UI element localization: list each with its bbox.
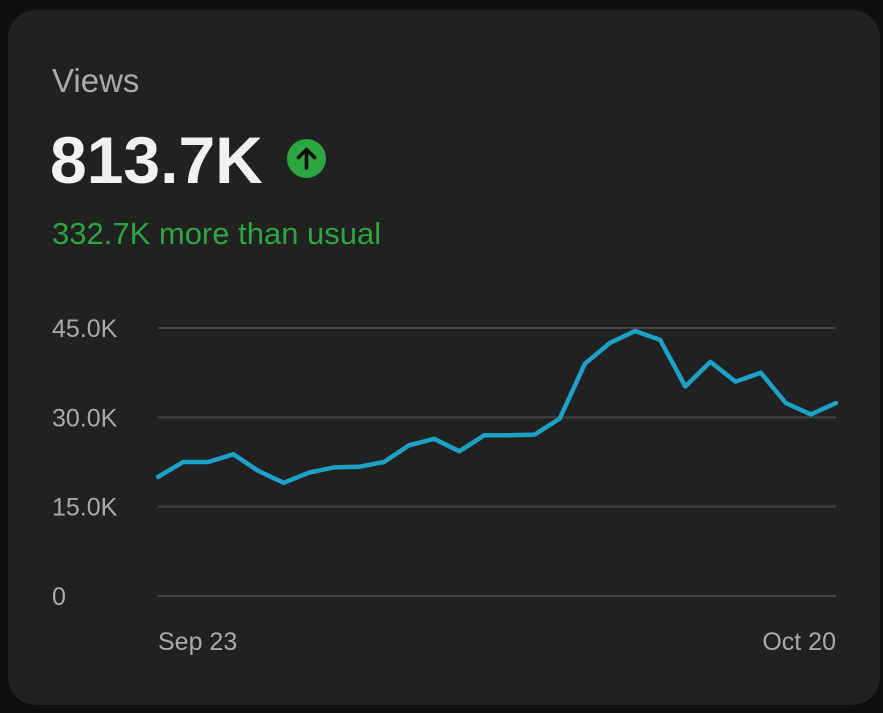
series-line-views — [155, 328, 839, 486]
data-point — [507, 433, 512, 438]
data-point — [683, 384, 688, 389]
data-point — [206, 460, 211, 464]
metric-value: 813.7K — [50, 123, 263, 197]
data-point — [783, 401, 788, 406]
data-point — [608, 340, 612, 345]
data-point — [382, 460, 386, 464]
data-point — [708, 359, 713, 364]
data-point — [432, 436, 437, 441]
y-tick-label: 30.0K — [52, 404, 118, 432]
views-card: Views 813.7K 332.7K more than usual — [8, 10, 880, 705]
y-tick-label: 15.0K — [52, 494, 118, 522]
x-tick-label: Oct 20 — [762, 628, 836, 656]
data-point — [231, 452, 236, 457]
data-point — [733, 379, 738, 384]
data-point — [532, 432, 537, 437]
data-point — [758, 370, 763, 375]
data-point — [281, 480, 286, 485]
metric-label: Views — [52, 62, 140, 99]
data-point — [407, 443, 412, 448]
x-tick-label: Sep 23 — [158, 628, 237, 656]
y-tick-label: 45.0K — [52, 315, 118, 343]
data-point — [306, 470, 311, 475]
data-point — [181, 460, 186, 464]
comparison-text: 332.7K more than usual — [52, 216, 382, 251]
data-point — [331, 465, 336, 470]
data-point — [658, 337, 663, 342]
data-point — [834, 401, 838, 406]
arrow-up-glyph — [296, 147, 317, 170]
data-point — [808, 412, 813, 417]
data-point — [633, 328, 638, 333]
data-point — [457, 449, 462, 454]
data-point — [156, 474, 160, 479]
data-point — [256, 468, 261, 473]
data-point — [356, 464, 361, 469]
data-point — [582, 361, 587, 366]
data-point — [482, 433, 487, 438]
y-tick-label: 0 — [52, 583, 66, 611]
arrow-up-icon — [287, 139, 326, 178]
data-point — [557, 416, 562, 421]
